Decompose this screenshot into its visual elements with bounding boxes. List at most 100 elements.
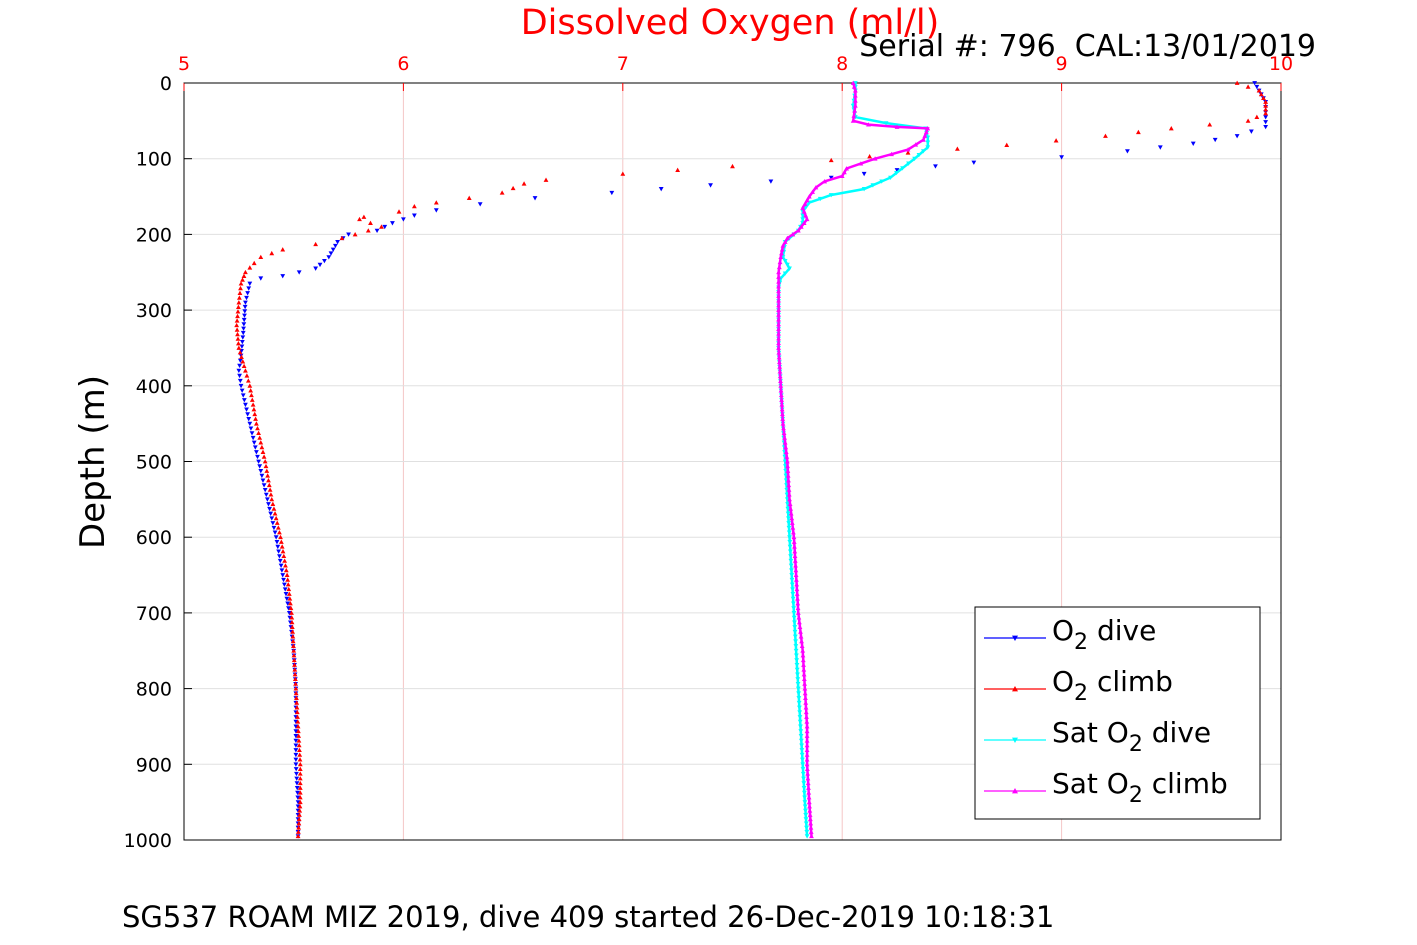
data-point	[290, 638, 296, 644]
data-point	[261, 454, 267, 459]
legend-label-main: O	[1052, 614, 1074, 647]
data-point	[283, 592, 289, 597]
data-point	[250, 435, 256, 441]
data-point	[797, 710, 803, 715]
data-point	[852, 88, 858, 93]
data-point	[286, 591, 292, 596]
data-point	[883, 121, 889, 126]
data-point	[803, 817, 809, 822]
data-point	[920, 149, 926, 154]
data-point	[259, 444, 265, 450]
data-point	[1125, 149, 1130, 154]
data-point	[254, 450, 259, 455]
data-point	[925, 140, 931, 145]
data-point	[289, 624, 295, 630]
data-point	[954, 146, 960, 151]
data-point	[913, 142, 919, 147]
data-point	[294, 771, 299, 777]
data-point	[262, 459, 268, 464]
data-point	[273, 515, 279, 521]
data-point	[283, 567, 289, 573]
data-point	[906, 161, 911, 166]
data-point	[297, 761, 303, 767]
data-point	[293, 729, 299, 734]
legend-label: Sat O2 dive	[1052, 716, 1211, 757]
y-tick-label: 0	[160, 73, 172, 95]
data-point	[905, 147, 911, 152]
data-point	[933, 164, 938, 169]
data-point	[776, 350, 782, 355]
data-point	[1256, 88, 1262, 93]
data-point	[794, 667, 800, 673]
data-point	[260, 449, 266, 454]
data-point	[790, 587, 795, 592]
y-tick-label: 200	[136, 224, 172, 246]
data-point	[804, 766, 810, 771]
data-point	[239, 354, 244, 359]
data-point	[289, 615, 295, 620]
data-point	[273, 535, 279, 540]
data-point	[730, 163, 735, 169]
data-point	[784, 454, 790, 459]
data-point	[234, 327, 240, 332]
data-point	[277, 554, 282, 559]
data-point	[808, 825, 814, 830]
data-point	[466, 195, 472, 200]
data-point	[803, 813, 809, 818]
data-point	[805, 780, 811, 786]
data-point	[243, 402, 248, 408]
data-point	[807, 812, 813, 817]
data-point	[800, 648, 806, 653]
data-point	[804, 728, 810, 734]
x-tick-label: 8	[836, 53, 848, 75]
legend-label-sub: 2	[1129, 783, 1143, 808]
data-point	[804, 825, 809, 831]
data-point	[313, 266, 319, 271]
y-axis-label: Depth (m)	[73, 375, 113, 549]
data-point	[784, 459, 790, 464]
data-point	[1234, 134, 1240, 139]
data-point	[287, 596, 293, 601]
data-point	[806, 799, 812, 805]
data-point	[806, 194, 812, 199]
data-point	[295, 724, 301, 729]
data-point	[858, 161, 864, 166]
data-point	[296, 816, 302, 822]
data-point	[790, 596, 796, 602]
data-point	[1263, 107, 1269, 112]
data-point	[281, 553, 287, 559]
data-point	[244, 373, 250, 378]
data-point	[241, 317, 247, 323]
data-point	[313, 241, 319, 247]
data-point	[789, 520, 795, 525]
data-point	[256, 430, 261, 436]
data-point	[794, 582, 800, 587]
data-point	[293, 767, 299, 772]
data-point	[284, 572, 290, 577]
data-point	[1263, 110, 1269, 116]
data-point	[368, 220, 373, 225]
data-point	[804, 747, 810, 753]
data-point	[268, 511, 274, 516]
data-point	[1254, 114, 1260, 119]
data-point	[258, 276, 264, 281]
data-point	[297, 766, 303, 771]
data-point	[245, 378, 251, 383]
data-point	[841, 169, 847, 175]
data-point	[776, 284, 781, 289]
data-point	[291, 653, 297, 658]
data-point	[248, 426, 254, 431]
data-point	[779, 250, 784, 256]
data-point	[971, 160, 977, 165]
data-point	[792, 620, 797, 625]
data-point	[294, 695, 299, 700]
data-point	[805, 776, 811, 781]
data-point	[794, 663, 800, 668]
data-point	[792, 625, 798, 630]
data-point	[267, 506, 272, 512]
data-point	[777, 373, 783, 379]
data-point	[288, 601, 293, 606]
data-point	[275, 525, 281, 530]
data-point	[776, 288, 781, 294]
data-point	[789, 577, 795, 583]
